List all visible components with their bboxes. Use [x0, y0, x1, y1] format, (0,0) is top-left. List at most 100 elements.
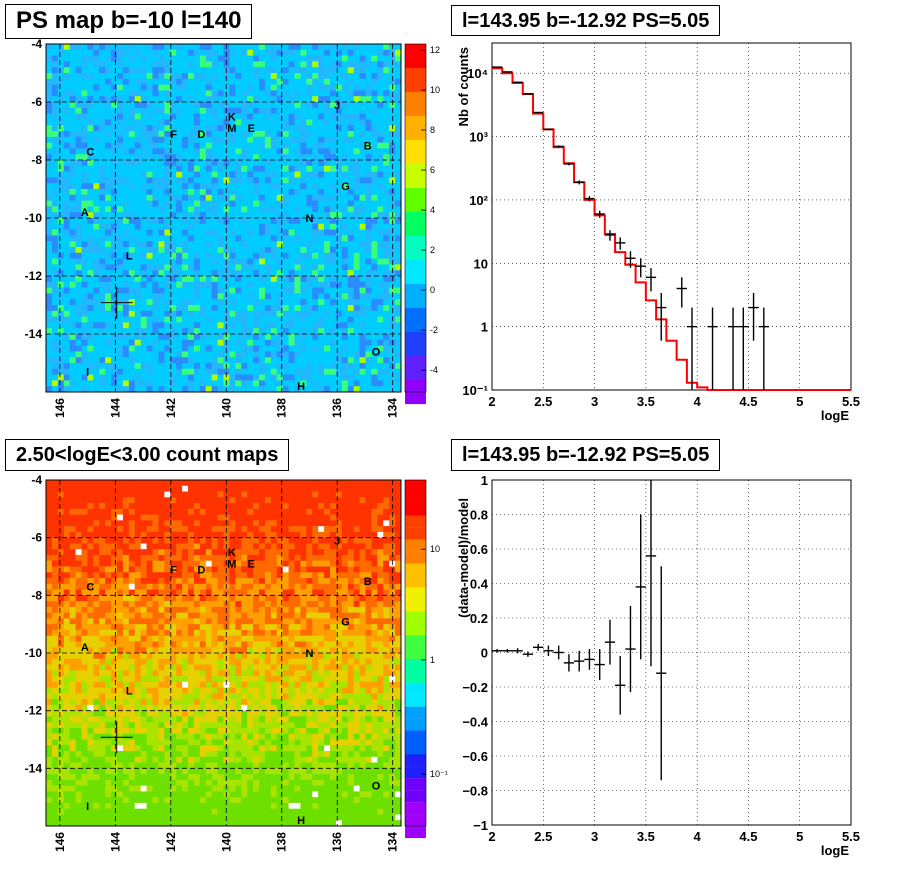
map-pixel [188, 374, 195, 381]
map-pixel [211, 49, 218, 56]
map-pixel [99, 491, 106, 498]
map-pixel [229, 287, 236, 294]
map-pixel [270, 316, 278, 323]
map-pixel [182, 543, 189, 550]
map-pixel [353, 583, 360, 590]
map-pixel [217, 554, 224, 562]
map-pixel [318, 160, 325, 167]
map-pixel [87, 589, 94, 596]
map-pixel [99, 276, 106, 283]
map-pixel [371, 107, 378, 114]
map-pixel [253, 55, 260, 62]
map-pixel [134, 247, 142, 254]
map-pixel [87, 554, 94, 562]
map-pixel [217, 84, 224, 91]
map-pixel [270, 212, 278, 219]
map-pixel [128, 189, 136, 196]
map-pixel [152, 351, 159, 358]
map-pixel [152, 194, 159, 201]
map-pixel [63, 293, 71, 300]
map-pixel [75, 107, 82, 114]
map-pixel [294, 549, 301, 556]
map-pixel [152, 339, 159, 346]
map-pixel [152, 305, 159, 312]
map-pixel [146, 55, 153, 62]
map-pixel [199, 73, 207, 80]
map-pixel [99, 200, 106, 207]
map-pixel [324, 334, 331, 341]
map-pixel [324, 218, 331, 225]
map-pixel [229, 177, 236, 184]
map-pixel [99, 55, 106, 62]
map-pixel [371, 572, 378, 579]
map-pixel [87, 293, 94, 300]
map-pixel [341, 497, 349, 504]
map-pixel [294, 119, 301, 126]
map-pixel [152, 264, 159, 271]
map-pixel [383, 125, 390, 132]
map-pixel [128, 566, 136, 573]
map-pixel [158, 200, 165, 207]
map-pixel [99, 194, 106, 201]
map-pixel [377, 113, 384, 120]
map-pixel [63, 595, 71, 602]
map-pixel [164, 281, 171, 288]
map-pixel [312, 491, 319, 498]
map-pixel [377, 131, 384, 138]
spectrum-model-histogram [492, 67, 851, 391]
map-pixel [188, 107, 195, 114]
map-pixel [259, 212, 266, 219]
map-pixel [199, 218, 207, 225]
map-pixel [57, 177, 65, 184]
map-pixel [117, 531, 124, 539]
map-pixel [193, 84, 201, 91]
map-pixel [51, 281, 59, 288]
map-pixel [46, 252, 53, 259]
map-pixel [318, 305, 325, 312]
map-pixel [217, 543, 224, 550]
map-pixel [75, 96, 82, 103]
map-pixel [235, 200, 242, 207]
map-pixel [371, 276, 378, 283]
map-pixel [377, 497, 384, 504]
map-pixel [341, 270, 349, 277]
map-pixel [359, 380, 366, 387]
map-pixel [264, 131, 272, 138]
map-pixel [288, 508, 295, 515]
map-pixel [69, 339, 76, 346]
map-pixel [318, 293, 325, 300]
map-pixel [182, 351, 189, 358]
map-pixel [188, 537, 195, 544]
map-pixel [152, 537, 159, 544]
map-pixel [164, 543, 171, 550]
map-pixel [140, 589, 147, 596]
map-pixel [117, 386, 124, 393]
map-pixel [99, 252, 106, 259]
map-pixel [105, 508, 112, 515]
map-pixel [217, 55, 224, 62]
map-pixel [276, 84, 284, 91]
colorbar-tick-label: 6 [430, 165, 435, 175]
map-pixel [105, 113, 112, 120]
map-pixel [241, 67, 248, 74]
map-pixel [377, 316, 384, 323]
map-pixel [395, 380, 402, 387]
map-pixel [377, 229, 384, 236]
map-pixel [229, 136, 236, 143]
map-pixel [347, 73, 355, 80]
map-pixel [365, 287, 372, 294]
map-pixel [365, 299, 372, 306]
map-pixel [324, 281, 331, 288]
map-pixel [371, 368, 378, 375]
map-pixel [81, 78, 88, 85]
map-pixel [128, 247, 136, 254]
map-pixel [164, 316, 171, 323]
map-pixel [306, 229, 313, 236]
map-pixel [46, 61, 53, 68]
map-pixel [282, 537, 289, 544]
map-pixel [377, 508, 384, 515]
map-pixel [359, 485, 366, 492]
map-pixel [182, 200, 189, 207]
map-pixel [259, 270, 266, 277]
